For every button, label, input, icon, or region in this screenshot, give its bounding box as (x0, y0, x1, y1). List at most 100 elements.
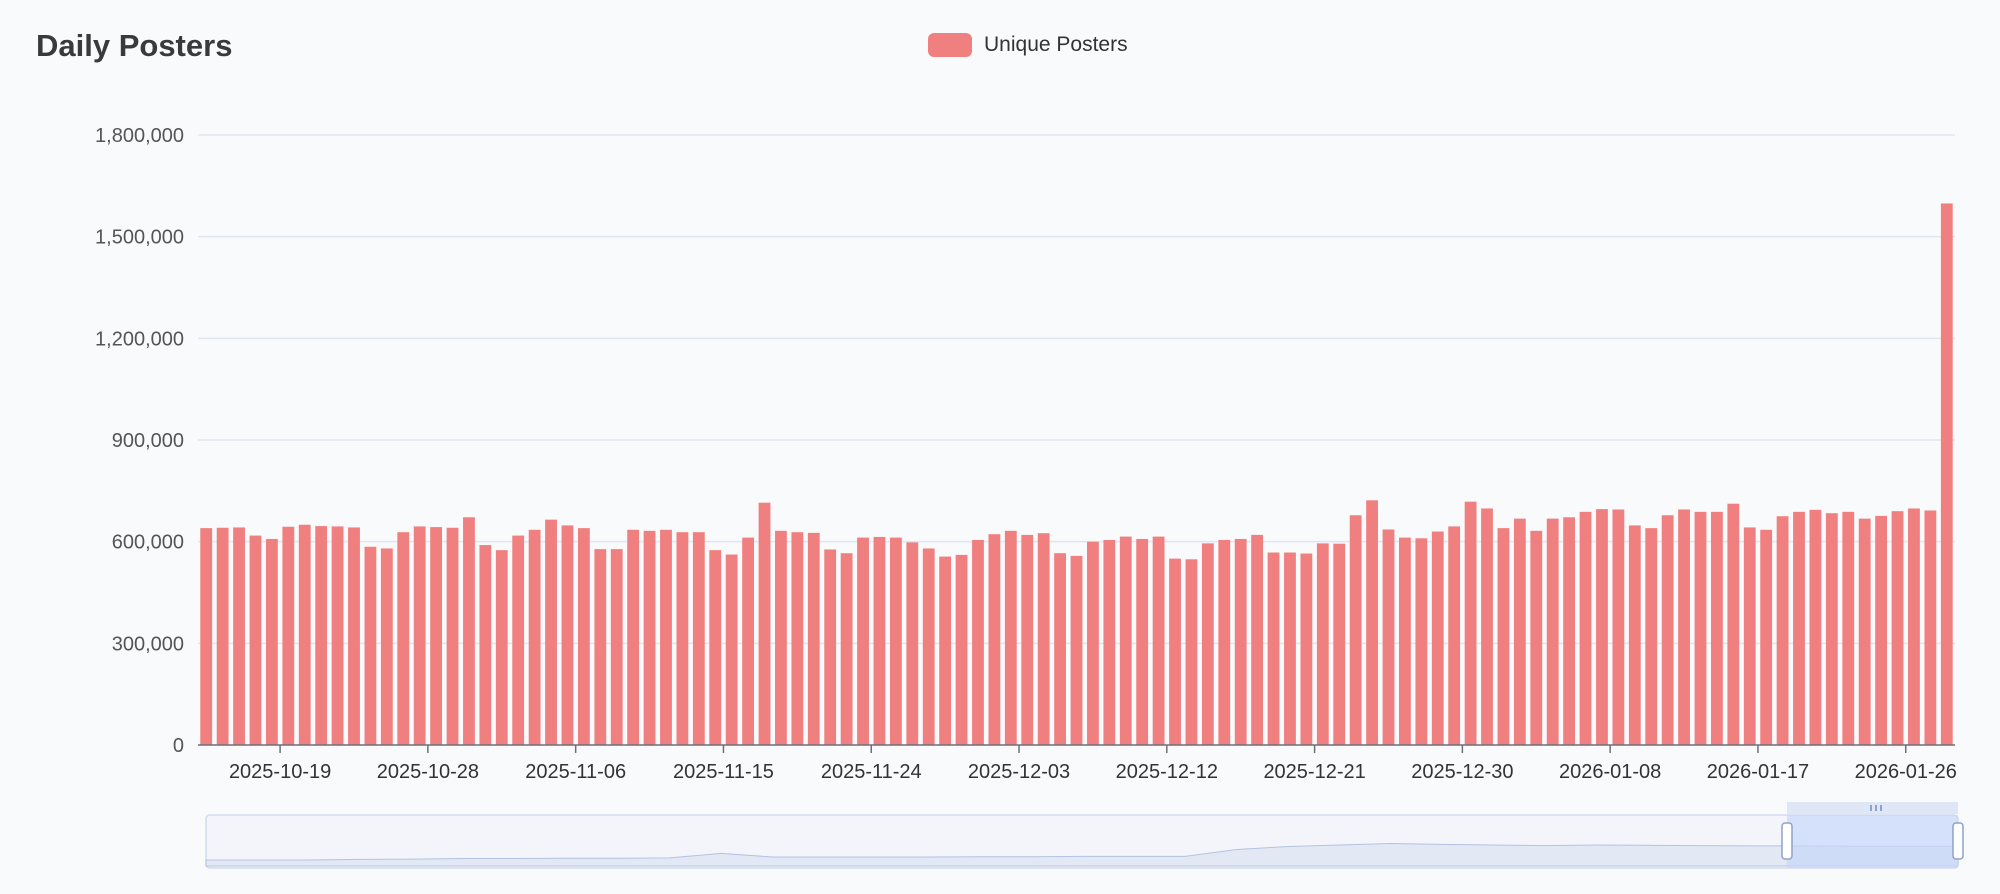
bar[interactable] (1612, 509, 1625, 745)
bar[interactable] (873, 536, 886, 745)
bar[interactable] (742, 537, 755, 745)
bar[interactable] (725, 554, 738, 745)
bar[interactable] (463, 517, 475, 745)
bar[interactable] (1087, 541, 1099, 745)
bar[interactable] (1842, 511, 1855, 745)
bar[interactable] (1743, 527, 1756, 745)
bar[interactable] (889, 537, 902, 745)
bar-series-unique-posters[interactable] (200, 203, 1953, 746)
bar[interactable] (1152, 536, 1165, 745)
bar[interactable] (512, 535, 525, 745)
bar[interactable] (561, 525, 574, 745)
bar[interactable] (1284, 552, 1296, 745)
bar[interactable] (758, 502, 771, 745)
bar[interactable] (397, 532, 410, 745)
bar[interactable] (939, 556, 952, 745)
bar[interactable] (1645, 528, 1658, 745)
bar[interactable] (1858, 518, 1871, 745)
bar[interactable] (265, 538, 278, 745)
bar[interactable] (1793, 511, 1805, 745)
bar[interactable] (1382, 529, 1395, 745)
bar[interactable] (840, 553, 853, 745)
bar[interactable] (1497, 528, 1510, 745)
bar[interactable] (594, 549, 607, 745)
bar[interactable] (676, 532, 689, 745)
zoom-selected-range[interactable] (1787, 815, 1958, 868)
bar[interactable] (577, 528, 590, 745)
bar[interactable] (1908, 508, 1920, 745)
bar[interactable] (1694, 511, 1707, 745)
bar[interactable] (906, 542, 919, 745)
bar[interactable] (1940, 203, 1953, 745)
zoom-handle-left[interactable] (1781, 822, 1793, 860)
bar[interactable] (660, 529, 672, 745)
bar[interactable] (692, 532, 705, 745)
bar[interactable] (1234, 538, 1247, 745)
bar[interactable] (775, 530, 787, 745)
bar[interactable] (1004, 530, 1017, 745)
bar[interactable] (479, 545, 492, 745)
bar[interactable] (1119, 536, 1132, 745)
bar[interactable] (1349, 515, 1362, 745)
zoom-move-handle[interactable] (1787, 802, 1958, 814)
bar[interactable] (1448, 526, 1461, 745)
bar[interactable] (1530, 530, 1543, 745)
bar[interactable] (380, 548, 393, 745)
bar[interactable] (1169, 558, 1181, 745)
bar[interactable] (1579, 511, 1592, 745)
legend-item-unique-posters[interactable]: Unique Posters (928, 33, 1128, 57)
bar[interactable] (791, 532, 804, 745)
bar[interactable] (1924, 510, 1937, 745)
bar[interactable] (643, 530, 656, 745)
bar[interactable] (1070, 555, 1083, 745)
bar[interactable] (1513, 518, 1526, 745)
bar[interactable] (1333, 543, 1346, 745)
bar[interactable] (857, 537, 869, 745)
bar[interactable] (1037, 533, 1050, 745)
bar[interactable] (1103, 539, 1116, 745)
bar[interactable] (1021, 534, 1034, 745)
bar[interactable] (922, 548, 935, 745)
bar[interactable] (1201, 543, 1214, 745)
bar[interactable] (413, 526, 426, 745)
bar[interactable] (1628, 525, 1641, 745)
bar[interactable] (1760, 529, 1773, 745)
bar[interactable] (1316, 543, 1329, 745)
bar[interactable] (807, 532, 820, 745)
bar[interactable] (955, 554, 968, 745)
bar[interactable] (495, 550, 508, 745)
bar[interactable] (1054, 553, 1066, 745)
bar[interactable] (1661, 515, 1674, 745)
bar[interactable] (216, 527, 229, 745)
bar[interactable] (1809, 509, 1822, 745)
bar[interactable] (1185, 559, 1198, 745)
bar[interactable] (545, 519, 557, 745)
bar[interactable] (972, 539, 984, 745)
bar[interactable] (528, 529, 541, 745)
zoom-handle-right[interactable] (1952, 822, 1964, 860)
bar[interactable] (627, 529, 640, 745)
bar[interactable] (1136, 538, 1149, 745)
bar[interactable] (298, 524, 311, 745)
bar[interactable] (988, 534, 1001, 745)
bar[interactable] (1218, 539, 1231, 745)
bar[interactable] (610, 549, 623, 745)
bar[interactable] (233, 527, 245, 745)
bar[interactable] (1776, 516, 1789, 745)
bar[interactable] (446, 527, 459, 745)
bar[interactable] (1678, 509, 1690, 745)
bar[interactable] (1251, 534, 1264, 745)
bar[interactable] (1300, 553, 1313, 745)
bar[interactable] (1398, 537, 1411, 745)
bar[interactable] (1366, 500, 1378, 745)
bar[interactable] (282, 526, 295, 745)
bar[interactable] (709, 550, 722, 745)
bar[interactable] (364, 546, 377, 745)
bar[interactable] (315, 526, 328, 745)
bar[interactable] (824, 549, 837, 745)
bar[interactable] (1431, 531, 1444, 746)
data-zoom-slider[interactable] (205, 802, 1964, 869)
bar[interactable] (200, 528, 213, 745)
bar[interactable] (430, 527, 443, 745)
bar[interactable] (1596, 509, 1608, 745)
